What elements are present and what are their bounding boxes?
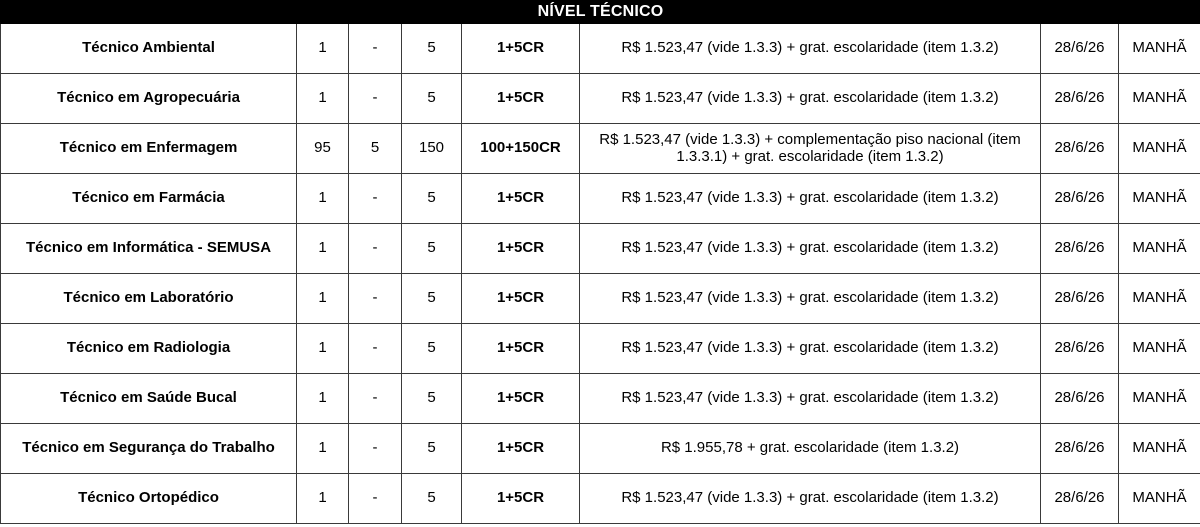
- cell-cargo: Técnico em Informática - SEMUSA: [0, 223, 297, 274]
- cell-vencimento: R$ 1.523,47 (vide 1.3.3) + grat. escolar…: [579, 223, 1041, 274]
- cell-pcd: -: [348, 423, 402, 474]
- cell-ampla-concorrencia: 1: [296, 173, 349, 224]
- table-row: Técnico em Agropecuária 1-5 1+5CR R$ 1.523,…: [0, 73, 1200, 124]
- cell-pcd: -: [348, 473, 402, 524]
- cell-turno: MANHÃ: [1118, 23, 1200, 74]
- cell-ampla-concorrencia: 1: [296, 373, 349, 424]
- cell-vencimento: R$ 1.523,47 (vide 1.3.3) + complementaçã…: [579, 123, 1041, 174]
- cell-ampla-concorrencia: 1: [296, 73, 349, 124]
- cell-ampla-concorrencia: 1: [296, 473, 349, 524]
- cell-cadastro-reserva: 5: [401, 223, 462, 274]
- cell-turno: MANHÃ: [1118, 123, 1200, 174]
- cell-total: 1+5CR: [461, 323, 580, 374]
- cell-total: 1+5CR: [461, 373, 580, 424]
- cell-cadastro-reserva: 5: [401, 23, 462, 74]
- cell-pcd: -: [348, 73, 402, 124]
- cell-data: 28/6/26: [1040, 23, 1119, 74]
- cell-cadastro-reserva: 5: [401, 473, 462, 524]
- cell-turno: MANHÃ: [1118, 473, 1200, 524]
- cell-data: 28/6/26: [1040, 223, 1119, 274]
- cell-ampla-concorrencia: 1: [296, 323, 349, 374]
- cell-vencimento: R$ 1.523,47 (vide 1.3.3) + grat. escolar…: [579, 273, 1041, 324]
- cell-turno: MANHÃ: [1118, 173, 1200, 224]
- cell-total: 1+5CR: [461, 23, 580, 74]
- cell-cargo: Técnico em Saúde Bucal: [0, 373, 297, 424]
- cell-cargo: Técnico em Laboratório: [0, 273, 297, 324]
- cell-cadastro-reserva: 5: [401, 323, 462, 374]
- cell-cadastro-reserva: 5: [401, 373, 462, 424]
- cell-cadastro-reserva: 5: [401, 173, 462, 224]
- cell-turno: MANHÃ: [1118, 273, 1200, 324]
- cell-cargo: Técnico Ortopédico: [0, 473, 297, 524]
- cell-data: 28/6/26: [1040, 423, 1119, 474]
- cell-ampla-concorrencia: 1: [296, 423, 349, 474]
- cell-vencimento: R$ 1.523,47 (vide 1.3.3) + grat. escolar…: [579, 173, 1041, 224]
- table-row: Técnico em Enfermagem 95 5 150 100+150CR R$ 1…: [0, 123, 1200, 174]
- cell-turno: MANHÃ: [1118, 423, 1200, 474]
- cell-ampla-concorrencia: 1: [296, 223, 349, 274]
- cell-cargo: Técnico em Farmácia: [0, 173, 297, 224]
- cell-vencimento: R$ 1.523,47 (vide 1.3.3) + grat. escolar…: [579, 373, 1041, 424]
- cell-pcd: -: [348, 23, 402, 74]
- cell-total: 1+5CR: [461, 423, 580, 474]
- cell-total: 1+5CR: [461, 73, 580, 124]
- table-row: Técnico em Radiologia 1-5 1+5CR R$ 1.523,47…: [0, 323, 1200, 374]
- cell-data: 28/6/26: [1040, 173, 1119, 224]
- cell-total: 100+150CR: [461, 123, 580, 174]
- cell-total: 1+5CR: [461, 223, 580, 274]
- cell-total: 1+5CR: [461, 173, 580, 224]
- cell-cadastro-reserva: 150: [401, 123, 462, 174]
- cell-cargo: Técnico em Radiologia: [0, 323, 297, 374]
- cell-vencimento: R$ 1.523,47 (vide 1.3.3) + grat. escolar…: [579, 23, 1041, 74]
- cell-data: 28/6/26: [1040, 73, 1119, 124]
- cell-cadastro-reserva: 5: [401, 73, 462, 124]
- cell-cargo: Técnico em Enfermagem: [0, 123, 297, 174]
- cell-ampla-concorrencia: 95: [296, 123, 349, 174]
- section-banner-label: NÍVEL TÉCNICO: [0, 0, 1200, 24]
- table-row: Técnico em Farmácia 1-5 1+5CR R$ 1.523,47 (…: [0, 173, 1200, 224]
- cell-turno: MANHÃ: [1118, 323, 1200, 374]
- cell-pcd: 5: [348, 123, 402, 174]
- table-row: Técnico em Saúde Bucal 1-5 1+5CR R$ 1.523,4…: [0, 373, 1200, 424]
- cell-ampla-concorrencia: 1: [296, 273, 349, 324]
- cell-pcd: -: [348, 173, 402, 224]
- cell-vencimento: R$ 1.955,78 + grat. escolaridade (item 1…: [579, 423, 1041, 474]
- cell-data: 28/6/26: [1040, 473, 1119, 524]
- cell-cadastro-reserva: 5: [401, 273, 462, 324]
- cell-total: 1+5CR: [461, 273, 580, 324]
- cell-vencimento: R$ 1.523,47 (vide 1.3.3) + grat. escolar…: [579, 73, 1041, 124]
- cell-vencimento: R$ 1.523,47 (vide 1.3.3) + grat. escolar…: [579, 473, 1041, 524]
- cell-pcd: -: [348, 373, 402, 424]
- cell-pcd: -: [348, 223, 402, 274]
- cell-cargo: Técnico Ambiental: [0, 23, 297, 74]
- table-row: Técnico em Laboratório 1-5 1+5CR R$ 1.523,4…: [0, 273, 1200, 324]
- cell-cadastro-reserva: 5: [401, 423, 462, 474]
- cell-data: 28/6/26: [1040, 373, 1119, 424]
- table-row: Técnico em Segurança do Trabalho 1-5 1+5CR…: [0, 423, 1200, 474]
- cell-data: 28/6/26: [1040, 273, 1119, 324]
- cell-total: 1+5CR: [461, 473, 580, 524]
- section-banner-row: NÍVEL TÉCNICO: [0, 0, 1200, 24]
- cell-turno: MANHÃ: [1118, 73, 1200, 124]
- table-row: Técnico em Informática - SEMUSA 1-5 1+5CR R…: [0, 223, 1200, 274]
- cell-ampla-concorrencia: 1: [296, 23, 349, 74]
- table-row: Técnico Ortopédico 1-5 1+5CR R$ 1.523,47 (v…: [0, 473, 1200, 524]
- cell-turno: MANHÃ: [1118, 373, 1200, 424]
- cell-data: 28/6/26: [1040, 123, 1119, 174]
- cell-pcd: -: [348, 323, 402, 374]
- cell-cargo: Técnico em Agropecuária: [0, 73, 297, 124]
- cell-turno: MANHÃ: [1118, 223, 1200, 274]
- cell-data: 28/6/26: [1040, 323, 1119, 374]
- cell-pcd: -: [348, 273, 402, 324]
- table-row: Técnico Ambiental 1-5 1+5CR R$ 1.523,47 (vi…: [0, 23, 1200, 74]
- cell-vencimento: R$ 1.523,47 (vide 1.3.3) + grat. escolar…: [579, 323, 1041, 374]
- cell-cargo: Técnico em Segurança do Trabalho: [0, 423, 297, 474]
